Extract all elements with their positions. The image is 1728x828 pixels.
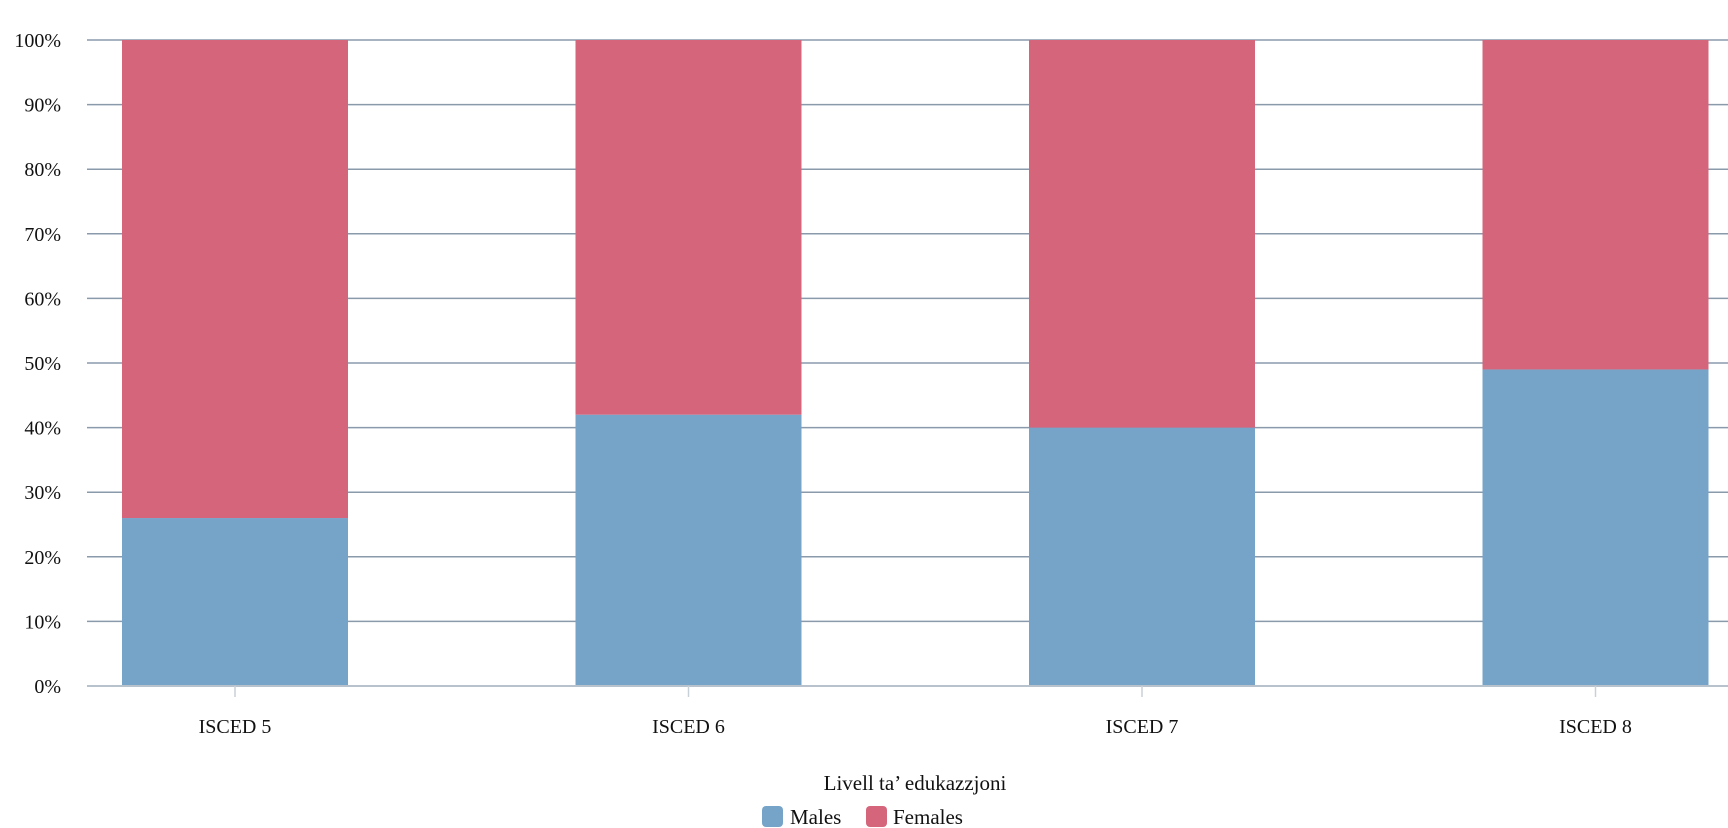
gridlines — [87, 39, 1728, 623]
legend: Males Females — [762, 805, 963, 828]
bar-females-isced-5 — [122, 40, 348, 519]
legend-swatch-males[interactable] — [762, 806, 783, 827]
bar-females-isced-6 — [575, 40, 802, 415]
bar-females-isced-7 — [1029, 40, 1255, 428]
x-tick-label: ISCED 6 — [652, 716, 725, 738]
y-tick-label: 60% — [24, 288, 61, 310]
y-axis-ticks: 0% 10% 20% 30% 40% 50% 60% 70% 80% 90% 100% — [14, 30, 61, 698]
legend-label-males[interactable]: Males — [790, 805, 841, 828]
x-tick-label: ISCED 7 — [1106, 716, 1179, 738]
y-tick-label: 90% — [24, 95, 61, 117]
y-tick-label: 50% — [24, 353, 61, 375]
y-tick-label: 80% — [24, 159, 61, 181]
y-tick-label: 30% — [24, 482, 61, 504]
bar-males-isced-8 — [1482, 369, 1709, 686]
legend-swatch-females[interactable] — [866, 806, 887, 827]
bars — [122, 40, 1709, 686]
x-tick-label: ISCED 8 — [1559, 716, 1632, 738]
legend-label-females[interactable]: Females — [893, 805, 963, 828]
y-tick-label: 10% — [24, 611, 61, 633]
x-tick-label: ISCED 5 — [199, 716, 272, 738]
y-tick-label: 0% — [34, 676, 61, 698]
x-axis-ticks: ISCED 5 ISCED 6 ISCED 7 ISCED 8 — [199, 686, 1632, 738]
bar-males-isced-5 — [122, 518, 348, 686]
y-tick-label: 70% — [24, 224, 61, 246]
y-tick-label: 40% — [24, 418, 61, 440]
y-tick-label: 100% — [14, 30, 61, 52]
bar-males-isced-6 — [575, 414, 802, 686]
y-tick-label: 20% — [24, 547, 61, 569]
bar-males-isced-7 — [1029, 427, 1255, 686]
bar-females-isced-8 — [1482, 40, 1709, 370]
x-axis-title: Livell ta’ edukazzjoni — [824, 771, 1007, 795]
